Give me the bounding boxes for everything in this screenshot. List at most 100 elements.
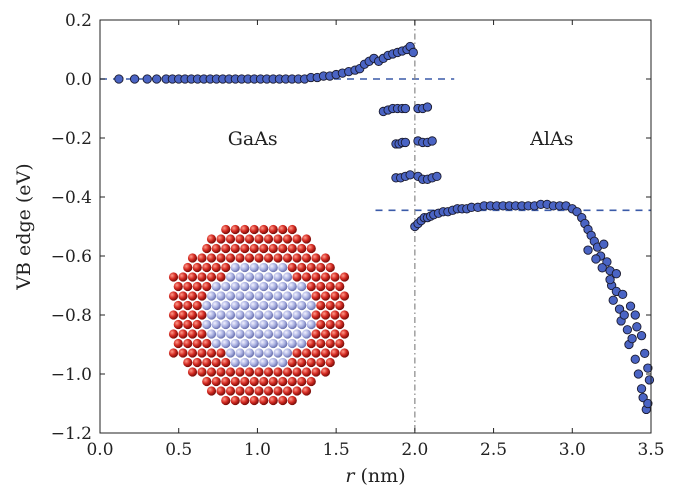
shell-atom bbox=[244, 386, 255, 396]
shell-atom bbox=[216, 253, 226, 263]
shell-atom bbox=[316, 338, 326, 349]
core-atom bbox=[278, 281, 288, 292]
shell-atom bbox=[206, 367, 217, 377]
shell-atom bbox=[225, 386, 236, 396]
shell-atom bbox=[292, 253, 302, 263]
shell-atom bbox=[278, 395, 288, 406]
core-atom bbox=[278, 357, 288, 368]
shell-atom bbox=[168, 310, 179, 320]
shell-atom bbox=[330, 310, 340, 320]
shell-atom bbox=[273, 234, 283, 244]
core-atom bbox=[230, 338, 240, 349]
shell-atom bbox=[187, 310, 198, 320]
shell-atom bbox=[301, 234, 312, 244]
core-atom bbox=[273, 310, 283, 320]
shell-atom bbox=[259, 395, 269, 406]
shell-atom bbox=[211, 376, 221, 387]
core-atom bbox=[230, 281, 240, 292]
core-atom bbox=[211, 281, 221, 292]
shell-atom bbox=[178, 291, 188, 301]
data-point bbox=[405, 170, 415, 180]
core-atom bbox=[240, 338, 250, 349]
core-atom bbox=[235, 348, 245, 358]
shell-atom bbox=[330, 348, 340, 358]
shell-atom bbox=[259, 243, 269, 254]
shell-atom bbox=[173, 319, 183, 330]
shell-atom bbox=[287, 243, 297, 254]
data-point bbox=[591, 254, 601, 264]
core-atom bbox=[268, 300, 278, 311]
shell-atom bbox=[278, 376, 288, 387]
core-atom bbox=[244, 329, 255, 339]
shell-atom bbox=[259, 224, 269, 235]
core-atom bbox=[254, 291, 264, 301]
core-atom bbox=[301, 310, 312, 320]
shell-atom bbox=[297, 376, 307, 387]
shell-atom bbox=[287, 262, 297, 273]
shell-atom bbox=[254, 386, 264, 396]
core-atom bbox=[235, 272, 245, 282]
core-atom bbox=[230, 357, 240, 368]
shell-atom bbox=[225, 253, 236, 263]
shell-atom bbox=[206, 386, 217, 396]
shell-atom bbox=[316, 281, 326, 292]
shell-atom bbox=[263, 234, 274, 244]
core-atom bbox=[287, 281, 297, 292]
core-atom bbox=[306, 300, 316, 311]
y-tick-label: −0.6 bbox=[51, 247, 92, 267]
shell-atom bbox=[282, 386, 293, 396]
shell-atom bbox=[192, 300, 202, 311]
shell-atom bbox=[325, 319, 335, 330]
core-atom bbox=[301, 329, 312, 339]
x-tick-label: 1.5 bbox=[323, 440, 350, 460]
shell-atom bbox=[339, 272, 350, 282]
shell-atom bbox=[278, 224, 288, 235]
shell-atom bbox=[316, 319, 326, 330]
data-point bbox=[636, 330, 647, 341]
region-label: GaAs bbox=[228, 128, 278, 150]
shell-atom bbox=[282, 367, 293, 377]
core-atom bbox=[249, 338, 259, 349]
core-atom bbox=[249, 281, 259, 292]
shell-atom bbox=[173, 300, 183, 311]
shell-atom bbox=[211, 262, 221, 273]
shell-atom bbox=[259, 376, 269, 387]
shell-atom bbox=[335, 319, 345, 330]
core-atom bbox=[263, 310, 274, 320]
shell-atom bbox=[320, 348, 331, 358]
shell-atom bbox=[173, 281, 183, 292]
shell-atom bbox=[301, 272, 312, 282]
shell-atom bbox=[306, 338, 316, 349]
shell-atom bbox=[235, 234, 245, 244]
core-atom bbox=[225, 329, 236, 339]
shell-atom bbox=[240, 376, 250, 387]
shell-atom bbox=[178, 329, 188, 339]
core-atom bbox=[225, 348, 236, 358]
shell-atom bbox=[278, 243, 288, 254]
data-point bbox=[422, 102, 433, 112]
shell-atom bbox=[230, 395, 240, 406]
core-atom bbox=[225, 310, 236, 320]
core-atom bbox=[278, 319, 288, 330]
shell-atom bbox=[254, 234, 264, 244]
shell-atom bbox=[287, 395, 297, 406]
core-atom bbox=[211, 300, 221, 311]
data-point bbox=[114, 74, 124, 84]
core-atom bbox=[263, 348, 274, 358]
shell-atom bbox=[240, 395, 250, 406]
shell-atom bbox=[316, 300, 326, 311]
data-point bbox=[611, 269, 622, 279]
shell-atom bbox=[263, 253, 274, 263]
shell-atom bbox=[320, 367, 331, 377]
data-point bbox=[400, 103, 411, 114]
shell-atom bbox=[230, 376, 240, 387]
nanoparticle-structure-icon bbox=[168, 224, 350, 406]
shell-atom bbox=[335, 281, 345, 292]
core-atom bbox=[206, 310, 217, 320]
core-atom bbox=[268, 281, 278, 292]
data-point bbox=[597, 263, 607, 273]
shell-atom bbox=[320, 329, 331, 339]
shell-atom bbox=[216, 272, 226, 282]
shell-atom bbox=[301, 348, 312, 358]
